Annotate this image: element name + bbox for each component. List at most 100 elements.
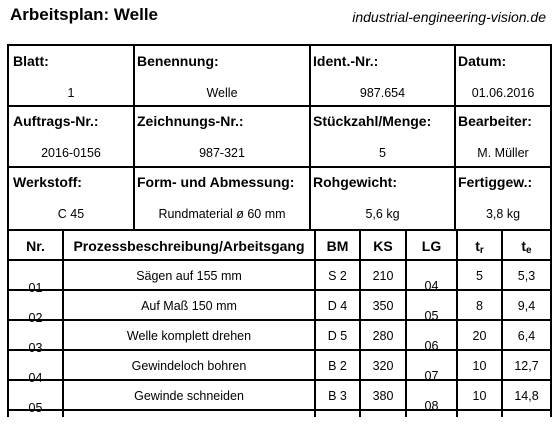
col-header-te-symbol: t	[521, 238, 527, 254]
divider	[359, 231, 361, 417]
divider	[314, 349, 407, 351]
col-header-te-sub: e	[526, 245, 532, 256]
cell-ks: 280	[372, 329, 394, 343]
divider	[501, 231, 503, 417]
page-title: Arbeitsplan: Welle	[10, 5, 158, 24]
ident-value: 987.654	[359, 86, 406, 100]
cell-bm: D 5	[327, 329, 348, 343]
divider	[9, 105, 550, 107]
divider	[405, 289, 550, 291]
col-header-tr-symbol: t	[475, 238, 480, 254]
benennung-label: Benennung:	[137, 53, 219, 69]
fertiggew-value: 3,8 kg	[485, 207, 521, 221]
cell-lg: 08	[424, 399, 439, 413]
col-header-tr: tr	[458, 238, 501, 256]
divider	[9, 229, 550, 231]
divider	[309, 46, 311, 230]
divider	[9, 166, 550, 168]
divider	[9, 349, 316, 351]
cell-lg: 06	[424, 339, 439, 353]
cell-desc: Auf Maß 150 mm	[141, 299, 237, 313]
website-label: industrial-engineering-vision.de	[352, 9, 546, 25]
cell-lg: 04	[424, 279, 439, 293]
form-label: Form- und Abmessung:	[137, 174, 295, 190]
divider	[405, 231, 407, 417]
cell-nr: 03	[28, 341, 43, 355]
cell-nr: 04	[28, 371, 43, 385]
divider	[62, 231, 64, 417]
cell-bm: B 3	[328, 389, 347, 403]
col-header-te: te	[503, 238, 550, 256]
rohgewicht-label: Rohgewicht:	[313, 174, 397, 190]
cell-bm: D 4	[327, 299, 348, 313]
cell-ks: 320	[372, 359, 394, 373]
divider	[9, 289, 316, 291]
cell-bm: B 2	[328, 359, 347, 373]
divider	[9, 379, 316, 381]
col-header-nr: Nr.	[26, 238, 45, 254]
cell-tr: 8	[476, 299, 483, 313]
col-header-ks: KS	[373, 238, 393, 254]
divider	[314, 289, 407, 291]
col-header-desc: Prozessbeschreibung/Arbeitsgang	[73, 238, 305, 254]
work-plan-sheet: Blatt: 1 Benennung: Welle Ident.-Nr.: 98…	[7, 44, 552, 417]
col-header-lg: LG	[421, 238, 442, 254]
bearbeiter-label: Bearbeiter:	[458, 113, 532, 129]
cell-nr: 05	[28, 401, 43, 415]
cell-te: 14,8	[514, 389, 539, 403]
datum-label: Datum:	[458, 53, 507, 69]
cell-te: 9,4	[517, 299, 536, 313]
cell-desc: Welle komplett drehen	[126, 329, 252, 343]
divider	[405, 409, 550, 411]
stueckzahl-label: Stückzahl/Menge:	[313, 113, 432, 129]
zeichnung-label: Zeichnungs-Nr.:	[137, 113, 244, 129]
cell-bm: S 2	[328, 269, 347, 283]
datum-value: 01.06.2016	[471, 86, 535, 100]
blatt-value: 1	[67, 86, 75, 100]
bearbeiter-value: M. Müller	[477, 146, 529, 160]
cell-desc: Sägen auf 155 mm	[136, 269, 242, 283]
divider	[9, 409, 316, 411]
divider	[314, 231, 316, 417]
werkstoff-value: C 45	[57, 207, 85, 221]
divider	[314, 409, 407, 411]
rohgewicht-value: 5,6 kg	[365, 207, 400, 221]
auftrag-value: 2016-0156	[41, 146, 101, 160]
cell-nr: 01	[28, 281, 43, 295]
cell-nr: 02	[28, 311, 43, 325]
benennung-value: Welle	[206, 86, 238, 100]
cell-ks: 380	[372, 389, 394, 403]
cell-te: 6,4	[517, 329, 536, 343]
cell-te: 12,7	[514, 359, 539, 373]
divider	[405, 319, 550, 321]
cell-ks: 210	[372, 269, 394, 283]
cell-tr: 10	[472, 389, 487, 403]
zeichnung-value: 987-321	[199, 146, 245, 160]
divider	[314, 319, 407, 321]
divider	[133, 46, 135, 230]
cell-ks: 350	[372, 299, 394, 313]
cell-te: 5,3	[517, 269, 536, 283]
col-header-tr-sub: r	[479, 245, 484, 256]
cell-tr: 10	[472, 359, 487, 373]
cell-tr: 5	[476, 269, 483, 283]
blatt-label: Blatt:	[13, 53, 49, 69]
ident-label: Ident.-Nr.:	[313, 53, 379, 69]
divider	[9, 259, 550, 261]
divider	[314, 379, 407, 381]
stueckzahl-value: 5	[379, 146, 386, 160]
divider	[456, 231, 458, 417]
cell-desc: Gewindeloch bohren	[131, 359, 247, 373]
divider	[405, 379, 550, 381]
divider	[454, 46, 456, 230]
divider	[405, 349, 550, 351]
cell-tr: 20	[472, 329, 487, 343]
fertiggew-label: Fertiggew.:	[458, 174, 533, 190]
cell-desc: Gewinde schneiden	[134, 389, 244, 403]
cell-lg: 07	[424, 369, 439, 383]
cell-lg: 05	[424, 309, 439, 323]
divider	[9, 319, 316, 321]
col-header-bm: BM	[326, 238, 349, 254]
auftrag-label: Auftrags-Nr.:	[13, 113, 99, 129]
werkstoff-label: Werkstoff:	[13, 174, 82, 190]
